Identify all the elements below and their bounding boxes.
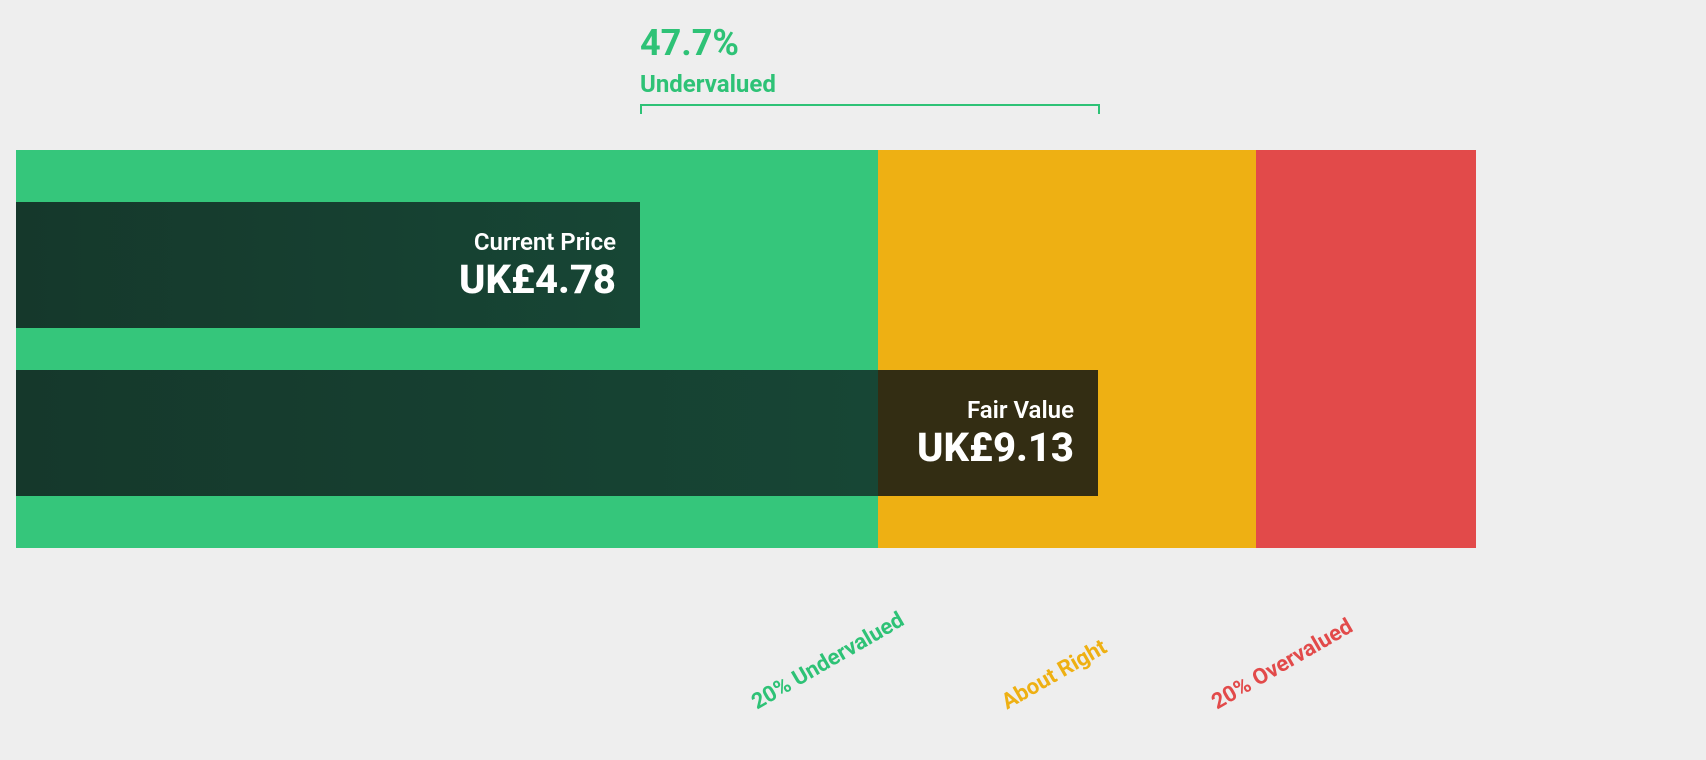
current-price-bar: Current Price UK£4.78 xyxy=(16,202,640,328)
current-price-value: UK£4.78 xyxy=(16,256,616,303)
fair-value-bar: Fair Value UK£9.13 xyxy=(16,370,1098,496)
valuation-chart: 47.7% Undervalued Current Price UK£4.78 … xyxy=(0,0,1706,760)
headline-percent: 47.7% xyxy=(640,22,776,64)
fair-value-label: Fair Value xyxy=(16,396,1074,424)
headline: 47.7% Undervalued xyxy=(640,22,776,98)
headline-rule xyxy=(640,104,1098,106)
headline-tick-left xyxy=(640,104,642,114)
headline-status: Undervalued xyxy=(640,70,776,98)
zone-overvalued xyxy=(1256,150,1476,548)
current-price-label: Current Price xyxy=(16,228,616,256)
caption-overvalued: 20% Overvalued xyxy=(1208,614,1358,715)
caption-undervalued: 20% Undervalued xyxy=(748,608,909,715)
fair-value-value: UK£9.13 xyxy=(16,424,1074,471)
headline-tick-right xyxy=(1098,104,1100,114)
caption-about-right: About Right xyxy=(998,635,1112,715)
